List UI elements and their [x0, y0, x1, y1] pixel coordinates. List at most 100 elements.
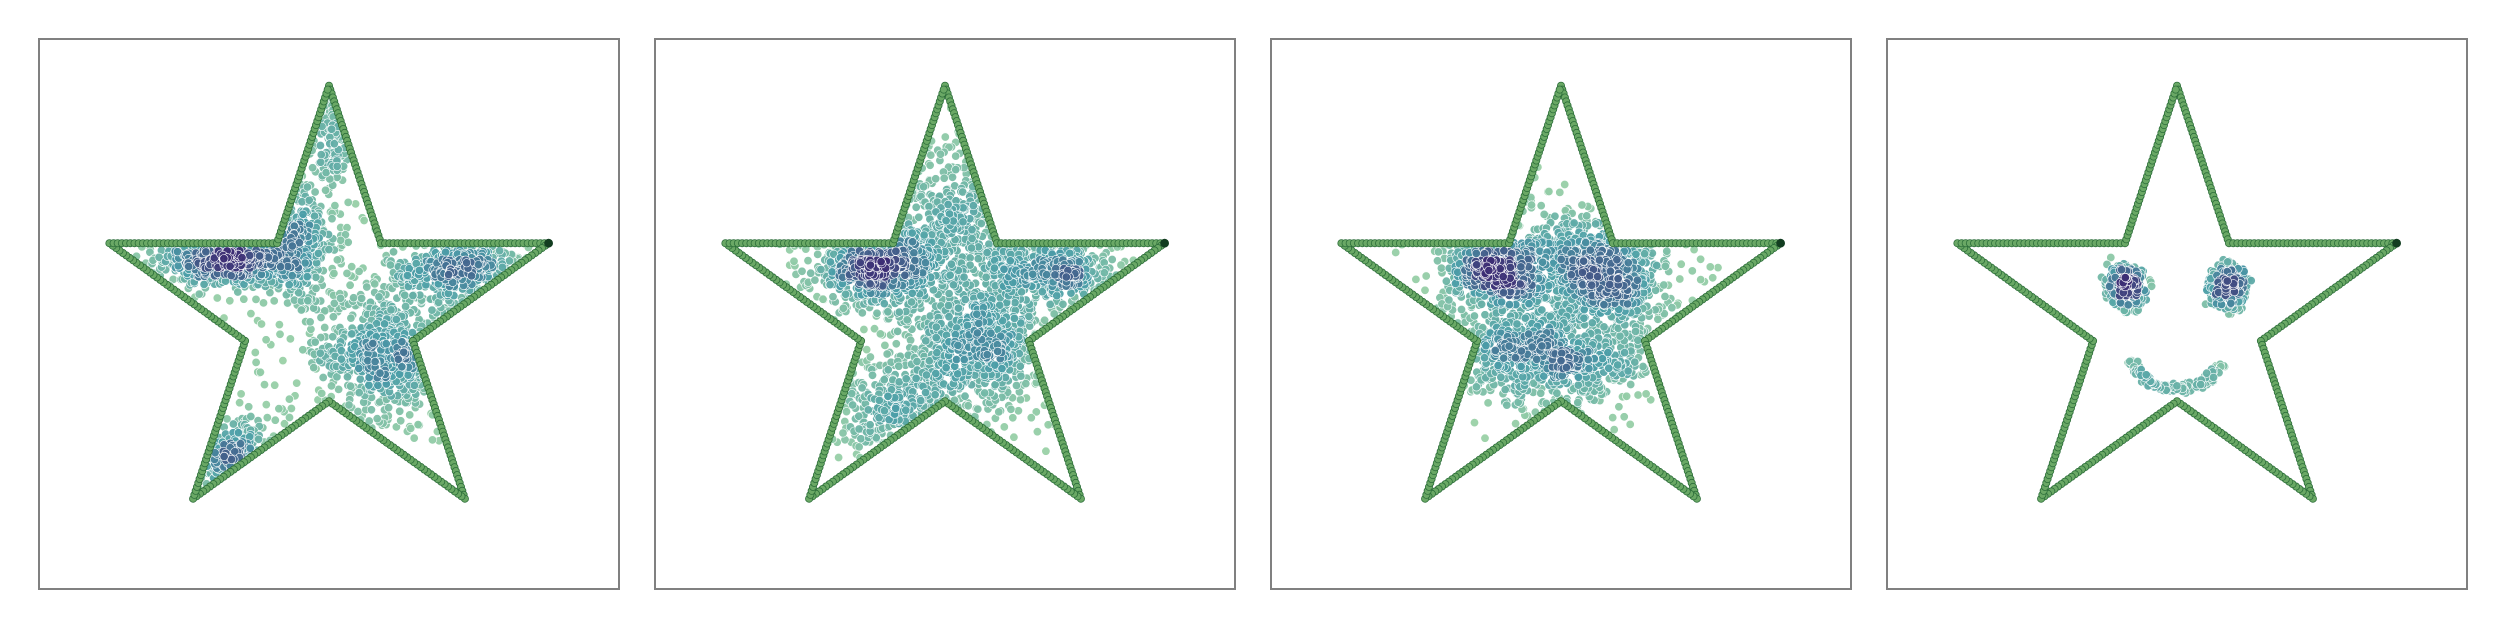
data-point — [921, 370, 931, 380]
data-point — [901, 374, 911, 384]
data-point — [285, 412, 295, 422]
data-point — [1026, 413, 1036, 423]
data-point — [1061, 272, 1071, 282]
data-point — [931, 174, 941, 184]
data-point — [354, 266, 364, 276]
data-point — [401, 301, 411, 311]
data-point — [347, 329, 357, 339]
data-point — [495, 246, 505, 256]
data-point — [336, 354, 346, 364]
data-point — [466, 271, 476, 281]
data-point — [854, 411, 864, 421]
data-point — [951, 151, 961, 161]
data-point — [357, 293, 367, 303]
data-point — [251, 294, 261, 304]
data-point — [959, 272, 969, 282]
data-point — [246, 309, 256, 319]
data-point — [906, 335, 916, 345]
data-point — [354, 363, 364, 373]
data-point — [891, 339, 901, 349]
data-point — [863, 405, 873, 415]
data-point — [935, 149, 945, 159]
data-point — [981, 272, 991, 282]
data-point — [946, 259, 956, 269]
data-point — [973, 404, 983, 414]
data-point — [914, 212, 924, 222]
data-point — [408, 291, 418, 301]
data-point — [228, 419, 238, 429]
data-point — [278, 356, 288, 366]
data-point — [317, 388, 327, 398]
data-point — [883, 365, 893, 375]
data-point — [335, 293, 345, 303]
data-point — [225, 261, 235, 271]
data-point — [960, 391, 970, 401]
data-point — [402, 271, 412, 281]
data-point — [982, 350, 992, 360]
data-point — [818, 294, 828, 304]
data-point — [859, 324, 869, 334]
data-point — [328, 312, 338, 322]
data-point — [891, 246, 901, 256]
data-point — [967, 234, 977, 244]
data-point — [313, 248, 323, 258]
data-point — [925, 160, 935, 170]
data-point — [329, 268, 339, 278]
data-point — [908, 237, 918, 247]
data-point — [184, 262, 194, 272]
data-point — [825, 280, 835, 290]
data-point — [1024, 311, 1034, 321]
data-point — [212, 293, 222, 303]
data-point — [385, 260, 395, 270]
data-point — [332, 372, 342, 382]
data-point — [797, 266, 807, 276]
data-point — [246, 411, 256, 421]
data-point — [327, 214, 337, 224]
data-point — [1031, 407, 1041, 417]
data-point — [907, 228, 917, 238]
data-point — [374, 292, 384, 302]
data-point — [1040, 315, 1050, 325]
data-point — [284, 280, 294, 290]
data-point — [274, 320, 284, 330]
data-point — [219, 254, 229, 264]
data-point — [1011, 380, 1021, 390]
data-point — [870, 324, 880, 334]
data-point — [413, 420, 423, 430]
data-point — [857, 383, 867, 393]
data-point — [219, 451, 229, 461]
data-point — [391, 422, 401, 432]
data-point — [233, 287, 243, 297]
data-point — [384, 403, 394, 413]
data-point — [316, 312, 326, 322]
data-point — [953, 369, 963, 379]
data-point — [245, 251, 255, 261]
data-point — [395, 406, 405, 416]
data-point — [237, 253, 247, 263]
data-point — [302, 272, 312, 282]
data-point — [891, 403, 901, 413]
data-point — [1042, 270, 1052, 280]
data-point — [838, 428, 848, 438]
data-point — [399, 347, 409, 357]
data-point — [414, 265, 424, 275]
data-point — [916, 395, 926, 405]
data-point — [973, 361, 983, 371]
data-point — [921, 336, 931, 346]
data-point — [226, 271, 236, 281]
data-point — [373, 380, 383, 390]
data-point — [255, 251, 265, 261]
data-point — [894, 307, 904, 317]
data-point — [989, 263, 999, 273]
data-point — [842, 407, 852, 417]
data-point — [882, 349, 892, 359]
data-point — [409, 433, 419, 443]
data-point — [883, 307, 893, 317]
data-point — [345, 280, 355, 290]
star-outline — [105, 81, 553, 503]
data-point — [968, 201, 978, 211]
data-point — [284, 394, 294, 404]
data-point — [298, 345, 308, 355]
data-point — [334, 384, 344, 394]
data-point — [986, 328, 996, 338]
